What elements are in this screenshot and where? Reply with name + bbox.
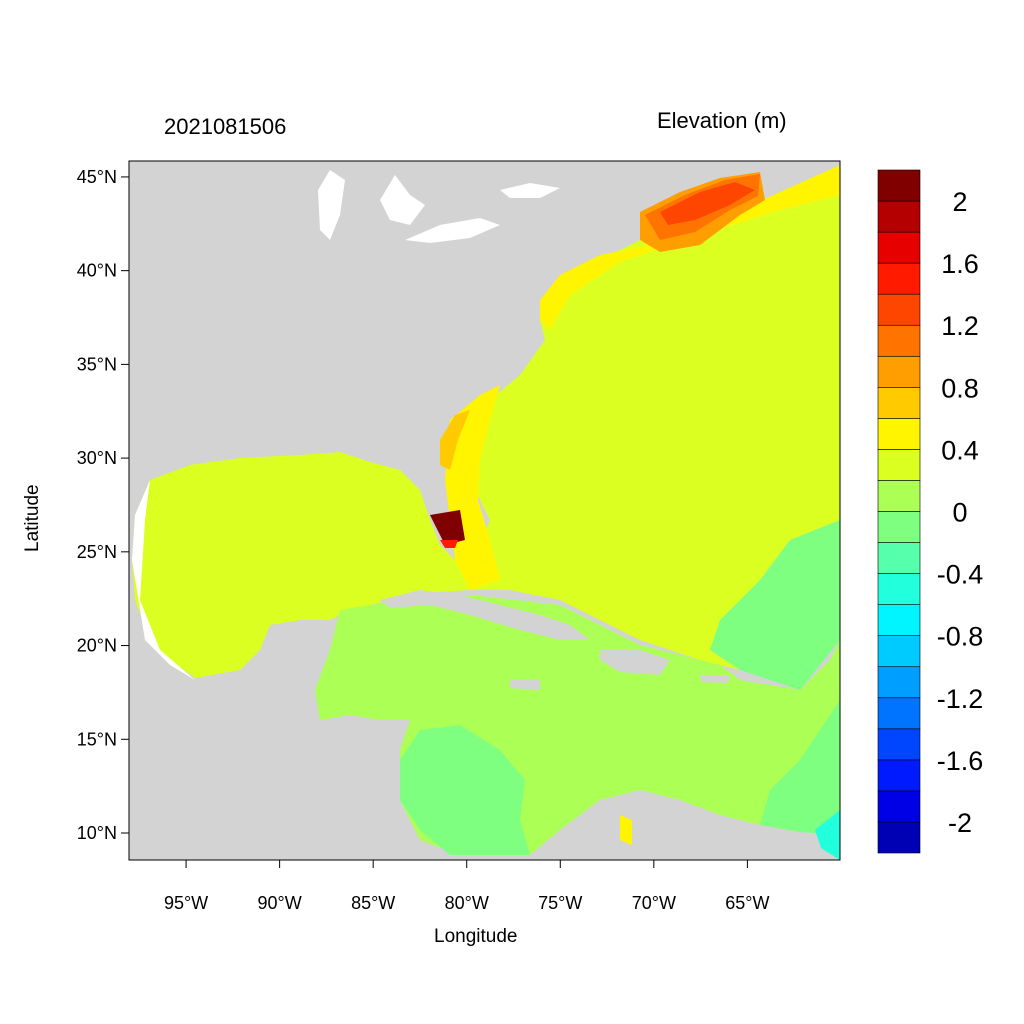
cuba [380,590,590,640]
colorbar-label: 0.4 [941,435,979,465]
colorbar-swatch [877,200,921,233]
colorbar-swatch [877,759,921,792]
colorbar-swatch [877,418,921,450]
map-field [129,161,840,860]
colorbar-label: 0.8 [941,373,979,403]
colorbar-label: -0.4 [937,560,984,590]
lake-ontario [500,183,560,198]
colorbar-swatch [877,790,921,823]
puerto-rico [700,675,730,683]
x-tick-label: 90°W [258,893,302,913]
colorbar-swatch [877,355,921,388]
x-tick-label: 65°W [725,893,769,913]
gulf-of-mexico [132,452,470,678]
colorbar-label: 1.2 [941,311,979,341]
gulf-of-maine-inner [660,182,755,225]
south-florida-surge [430,510,465,545]
colorbar-swatch [877,728,921,761]
lake-huron [380,175,425,225]
colorbar-swatch [877,324,921,357]
colorbar-swatch [877,169,921,202]
colorbar-label: -2 [948,808,972,838]
colorbar-swatch [877,387,921,419]
colorbar-swatch [877,293,921,326]
y-axis: 45°N 40°N 35°N 30°N 25°N 20°N 15°N 10°N [77,167,129,843]
y-tick-label: 40°N [77,261,117,281]
lake-michigan [318,170,345,240]
y-tick-label: 10°N [77,823,117,843]
colorbar-swatch [877,511,921,543]
east-atlantic-low [710,520,840,690]
y-axis-label: Latitude [22,484,43,552]
colorbar-swatch [877,231,921,264]
colorbar-swatch [877,821,921,854]
colorbar-label: 0 [952,498,967,528]
timestamp-title: 2021081506 [164,114,287,139]
southeast-caribbean [760,700,840,835]
variable-title: Elevation (m) [657,108,787,133]
georgia-coast-band [440,410,470,470]
southeast-corner-low [815,810,840,860]
colorbar-label: -1.2 [937,684,984,714]
northeast-coastal-band [540,165,840,330]
south-america [520,800,840,860]
colorbar-swatch [877,697,921,730]
gulf-coast-nodata [132,480,195,680]
x-tick-label: 80°W [445,893,489,913]
lake-maracaibo [620,815,632,845]
y-tick-label: 45°N [77,167,117,187]
colorbar-swatch [877,542,921,574]
y-tick-label: 20°N [77,636,117,656]
south-florida-surge-edge [440,540,458,548]
x-tick-label: 85°W [351,893,395,913]
colorbar-label: 2 [952,187,967,217]
x-tick-label: 95°W [164,893,208,913]
colorbar: 2 1.6 1.2 0.8 0.4 0 -0.4 -0.8 -1.2 -1.6 -2 [877,169,984,854]
y-tick-label: 35°N [77,354,117,374]
x-axis-label: Longitude [434,926,518,947]
colorbar-label: -0.8 [937,622,984,652]
honduras-basin [400,725,530,855]
jamaica [510,680,540,690]
y-tick-label: 25°N [77,542,117,562]
colorbar-swatch [877,635,921,668]
colorbar-swatch [877,604,921,636]
y-tick-label: 15°N [77,729,117,749]
colorbar-swatch [877,573,921,605]
x-tick-label: 75°W [538,893,582,913]
colorbar-label: -1.6 [937,746,984,776]
colorbar-swatch [877,480,921,512]
x-axis: 95°W 90°W 85°W 80°W 75°W 70°W 65°W [164,860,769,913]
plot-frame [128,160,841,861]
colorbar-swatch [877,262,921,295]
colorbar-label: 1.6 [941,249,979,279]
x-tick-label: 70°W [632,893,676,913]
colorbar-swatch [877,449,921,481]
lake-erie [405,218,500,243]
hispaniola [600,650,670,675]
y-tick-label: 30°N [77,448,117,468]
colorbar-swatch [877,666,921,699]
